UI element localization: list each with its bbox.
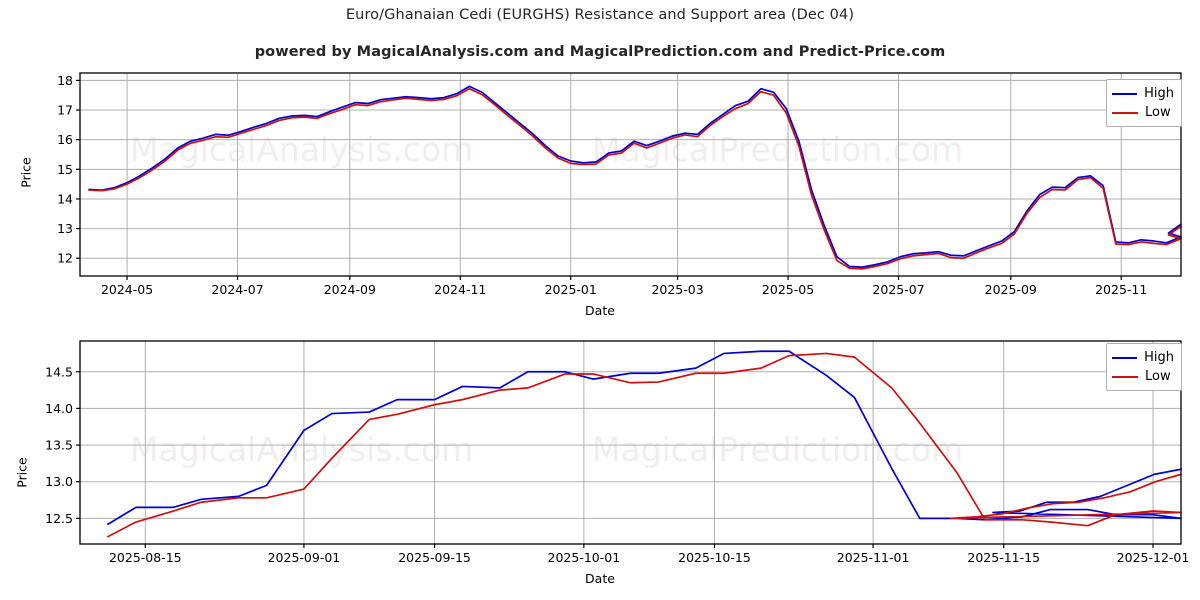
- svg-text:2025-11: 2025-11: [1095, 282, 1147, 297]
- svg-text:2024-09: 2024-09: [324, 282, 376, 297]
- overview-x-axis-label: Date: [585, 303, 615, 318]
- legend-item-low: Low: [1112, 367, 1174, 386]
- legend-swatch-low: [1112, 111, 1138, 114]
- overview-plot-area: 12 13 14 15 16 17 18 2024-05 2024-07 2024-09 2024-…: [57, 72, 1182, 297]
- svg-text:2024-07: 2024-07: [211, 282, 263, 297]
- svg-text:2025-01: 2025-01: [545, 282, 597, 297]
- svg-text:14.5: 14.5: [45, 364, 73, 379]
- svg-text:13.5: 13.5: [45, 438, 73, 453]
- svg-text:2025-10-15: 2025-10-15: [678, 550, 751, 565]
- svg-text:14.0: 14.0: [45, 401, 73, 416]
- svg-text:12: 12: [57, 251, 73, 266]
- svg-text:17: 17: [57, 103, 73, 118]
- zoom-x-axis-label: Date: [585, 571, 615, 586]
- legend-label-high: High: [1144, 86, 1174, 101]
- zoom-chart-panel: MagicalAnalysis.com MagicalPrediction.co…: [0, 300, 1200, 600]
- legend-item-low: Low: [1112, 103, 1174, 122]
- svg-text:14: 14: [57, 191, 73, 206]
- legend-swatch-high: [1112, 92, 1138, 95]
- svg-text:2025-11-01: 2025-11-01: [837, 550, 910, 565]
- legend-label-low: Low: [1145, 105, 1171, 120]
- svg-text:2025-05: 2025-05: [762, 282, 814, 297]
- svg-text:12.5: 12.5: [45, 511, 73, 526]
- page-title: Euro/Ghanaian Cedi (EURGHS) Resistance a…: [345, 7, 855, 23]
- svg-text:2025-08-15: 2025-08-15: [109, 550, 182, 565]
- svg-text:2025-10-01: 2025-10-01: [548, 550, 621, 565]
- zoom-plot-area: 12.5 13.0 13.5 14.0 14.5 2025-08-15 2025-09-01…: [45, 340, 1190, 565]
- page-subtitle: powered by MagicalAnalysis.com and Magic…: [254, 44, 946, 60]
- svg-text:2025-07: 2025-07: [872, 282, 924, 297]
- svg-text:2025-09-15: 2025-09-15: [398, 550, 471, 565]
- zoom-legend: High Low: [1106, 343, 1182, 391]
- legend-item-high: High: [1112, 84, 1174, 103]
- svg-text:16: 16: [57, 132, 73, 147]
- svg-text:2024-05: 2024-05: [101, 282, 153, 297]
- svg-text:18: 18: [57, 73, 73, 88]
- svg-text:2025-09-01: 2025-09-01: [268, 550, 341, 565]
- svg-text:2024-11: 2024-11: [434, 282, 486, 297]
- legend-swatch-low: [1112, 375, 1138, 378]
- overview-legend: High Low: [1106, 79, 1182, 127]
- zoom-y-axis-label: Price: [14, 457, 30, 488]
- svg-text:15: 15: [57, 162, 73, 177]
- legend-label-low: Low: [1145, 369, 1171, 384]
- legend-label-high: High: [1144, 350, 1174, 365]
- overview-y-axis-label: Price: [18, 157, 34, 188]
- overview-chart-panel: MagicalAnalysis.com MagicalPrediction.co…: [18, 72, 1182, 318]
- svg-text:2025-03: 2025-03: [651, 282, 703, 297]
- svg-text:13: 13: [57, 221, 73, 236]
- svg-text:2025-09: 2025-09: [985, 282, 1037, 297]
- legend-item-high: High: [1112, 348, 1174, 367]
- svg-text:13.0: 13.0: [45, 474, 73, 489]
- legend-swatch-high: [1112, 356, 1138, 359]
- svg-text:2025-11-15: 2025-11-15: [967, 550, 1040, 565]
- svg-text:2025-12-01: 2025-12-01: [1117, 550, 1190, 565]
